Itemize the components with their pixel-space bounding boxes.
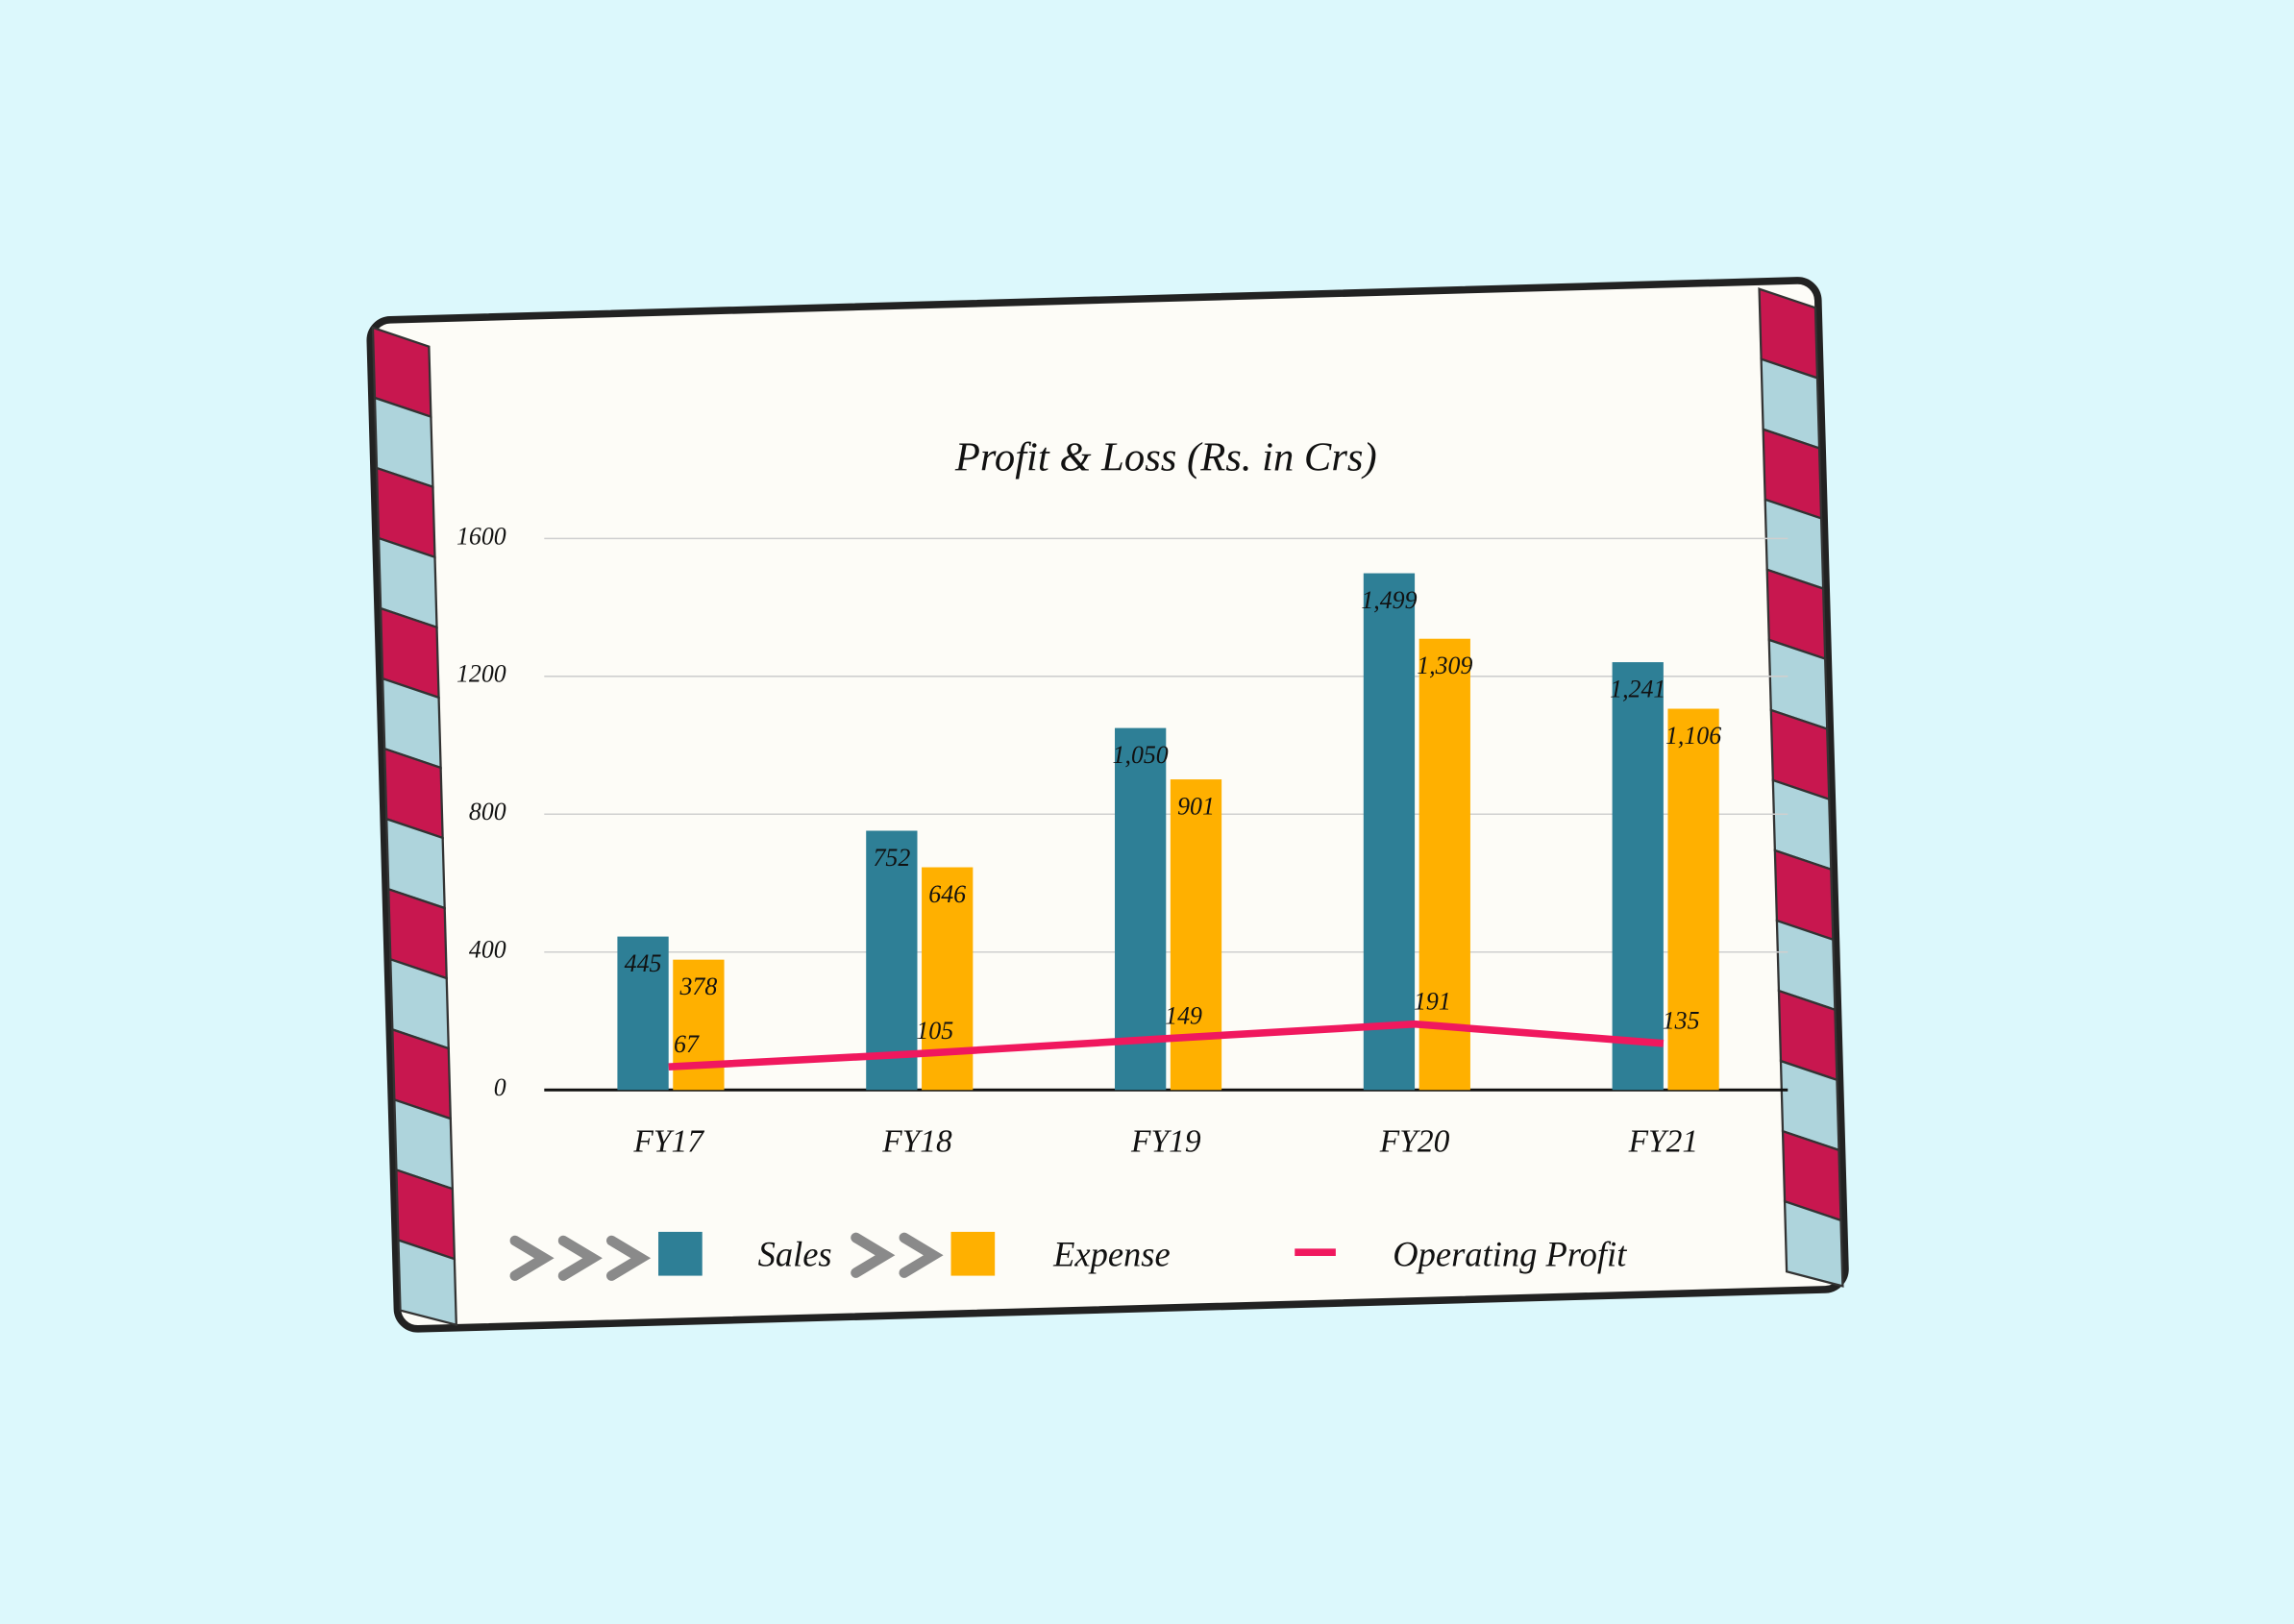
legend-marker bbox=[658, 1231, 703, 1276]
bar bbox=[1363, 573, 1416, 1091]
data-label: 135 bbox=[1663, 1006, 1700, 1034]
x-tick-label: FY21 bbox=[1628, 1123, 1699, 1159]
bar bbox=[1170, 779, 1222, 1091]
legend-label: Operating Profit bbox=[1393, 1235, 1627, 1274]
data-label: 901 bbox=[1177, 792, 1215, 820]
line bbox=[668, 1020, 1665, 1071]
data-label: 1,499 bbox=[1361, 586, 1417, 614]
arrow bbox=[509, 1235, 555, 1281]
x-tick-label: FY17 bbox=[632, 1123, 704, 1159]
bar bbox=[866, 830, 918, 1091]
arrow bbox=[606, 1235, 652, 1281]
chart-title: Profit & Loss (Rs. in Crs) bbox=[954, 434, 1377, 480]
data-label: 752 bbox=[873, 844, 910, 872]
bar bbox=[1667, 708, 1719, 1091]
bar bbox=[1612, 662, 1664, 1091]
data-label: 445 bbox=[625, 949, 662, 977]
data-label: 191 bbox=[1414, 987, 1451, 1015]
y-tick-label: 1200 bbox=[456, 660, 506, 688]
stripe bbox=[397, 1238, 457, 1327]
bar bbox=[1115, 727, 1167, 1091]
y-tick-label: 800 bbox=[469, 798, 506, 825]
arrow bbox=[557, 1235, 603, 1281]
data-label: 149 bbox=[1165, 1001, 1202, 1029]
arrow bbox=[899, 1232, 944, 1278]
legend-label: Sales bbox=[758, 1235, 832, 1274]
data-label: 1,106 bbox=[1665, 722, 1721, 750]
data-label: 67 bbox=[674, 1030, 700, 1058]
data-label: 1,241 bbox=[1610, 675, 1665, 702]
arrow bbox=[851, 1232, 896, 1278]
x-tick-label: FY19 bbox=[1130, 1123, 1201, 1159]
data-label: 1,050 bbox=[1113, 741, 1169, 769]
data-label: 105 bbox=[916, 1017, 953, 1045]
x-tick-label: FY18 bbox=[881, 1123, 952, 1159]
y-tick-label: 400 bbox=[469, 936, 506, 964]
y-tick-label: 1600 bbox=[456, 522, 506, 550]
bar bbox=[617, 936, 669, 1091]
x-tick-label: FY20 bbox=[1379, 1123, 1450, 1159]
legend-marker bbox=[950, 1231, 996, 1276]
data-label: 378 bbox=[679, 972, 718, 1000]
legend-label: Expense bbox=[1052, 1235, 1171, 1274]
data-label: 646 bbox=[928, 880, 966, 908]
stripe bbox=[1783, 1199, 1844, 1288]
data-label: 1,309 bbox=[1417, 652, 1472, 679]
bar bbox=[1418, 638, 1470, 1091]
y-tick-label: 0 bbox=[494, 1073, 506, 1101]
decor-arrows bbox=[509, 1232, 944, 1281]
